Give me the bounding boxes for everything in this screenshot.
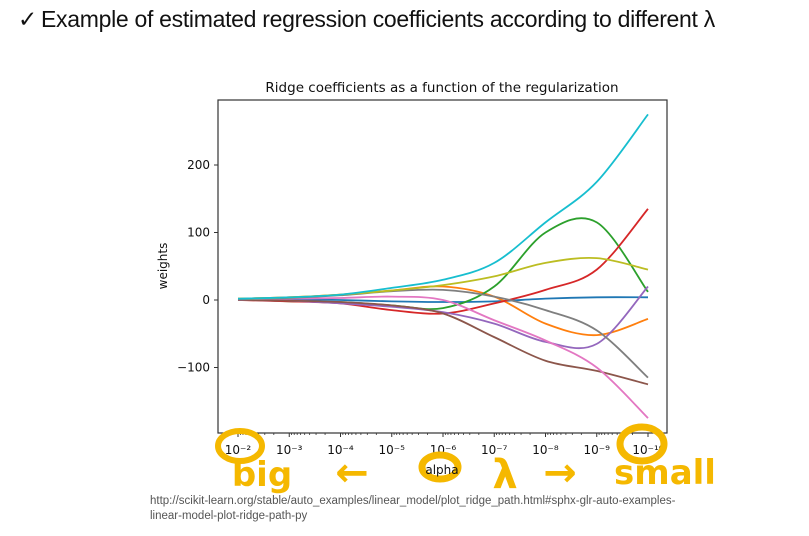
handwritten-annotations: big ← λ → small: [215, 423, 716, 498]
chart-title: Ridge coefficients as a function of the …: [265, 80, 618, 96]
check-icon: ✓: [18, 6, 37, 32]
slide-heading: ✓ Example of estimated regression coeffic…: [18, 6, 715, 33]
circle-alpha: [418, 451, 462, 483]
series-line-coef-2: [237, 217, 649, 311]
x-tick-label: 10⁻⁹: [584, 443, 611, 457]
series-line-coef-1: [237, 285, 649, 337]
x-tick-label: 10⁻⁴: [327, 443, 354, 457]
annotation-big: big: [232, 455, 292, 495]
annotation-small: small: [614, 453, 716, 493]
series-line-coef-4: [237, 285, 649, 350]
annotation-lambda: λ: [492, 452, 517, 498]
y-axis: 200 100 0 −100: [177, 158, 218, 375]
annotation-arrow-left: ←: [335, 450, 369, 496]
series-line-coef-6: [237, 295, 649, 419]
circle-10e-2: [215, 428, 265, 464]
annotation-arrow-right: →: [543, 450, 577, 496]
circle-10e-10: [616, 423, 668, 465]
source-line-2: linear-model-plot-ridge-path-py: [150, 510, 308, 522]
y-tick-label: 0: [202, 293, 210, 307]
series-line-coef-9: [237, 113, 649, 300]
series-layer: [237, 113, 649, 419]
series-line-coef-8: [237, 257, 649, 300]
series-line-coef-5: [237, 299, 649, 386]
y-tick-label: 100: [187, 226, 210, 240]
series-line-coef-0: [237, 296, 649, 303]
x-tick-label: 10⁻⁷: [481, 443, 508, 457]
source-link[interactable]: http://scikit-learn.org/stable/auto_exam…: [150, 494, 730, 524]
x-tick-label: 10⁻²: [225, 443, 252, 457]
y-tick-label: 200: [187, 158, 210, 172]
x-tick-label: 10⁻⁵: [379, 443, 406, 457]
x-tick-label: 10⁻⁸: [532, 443, 559, 457]
heading-text: Example of estimated regression coeffici…: [40, 6, 715, 32]
x-axis: 10⁻² 10⁻³ 10⁻⁴ 10⁻⁵ 10⁻⁶ 10⁻⁷ 10⁻⁸ 10⁻⁹ 10⁻¹⁰: [225, 433, 664, 457]
y-axis-label: weights: [156, 243, 170, 290]
source-line-1: http://scikit-learn.org/stable/auto_exam…: [150, 495, 676, 507]
x-axis-label: alpha: [425, 463, 458, 477]
y-tick-label: −100: [177, 361, 210, 375]
x-tick-label: 10⁻³: [276, 443, 303, 457]
